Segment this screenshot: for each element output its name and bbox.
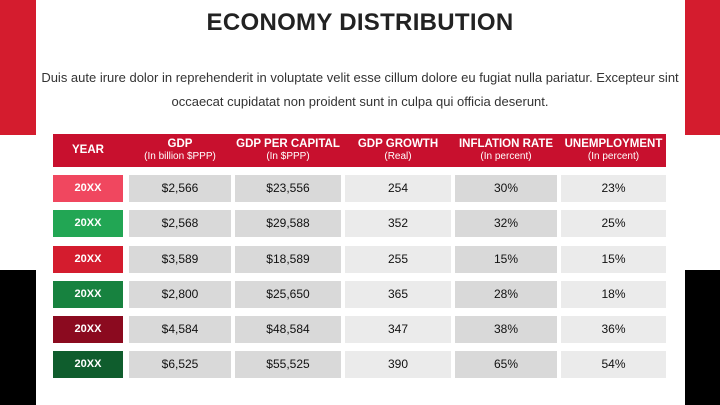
year-badge: 20XX [53, 351, 123, 378]
header-year: YEAR [53, 134, 123, 167]
unemployment-cell: 15% [561, 246, 666, 273]
gdp-growth-cell: 347 [345, 316, 451, 343]
gdp-cell: $4,584 [129, 316, 231, 343]
header-gdp-per-capital: GDP PER CAPITAL (In $PPP) [235, 134, 341, 167]
decor-red-block-top-right [685, 0, 720, 135]
gdp-cell: $2,566 [129, 175, 231, 202]
year-badge: 20XX [53, 316, 123, 343]
inflation-rate-cell: 38% [455, 316, 557, 343]
unemployment-cell: 23% [561, 175, 666, 202]
table-row: 20XX $6,525 $55,525 390 65% 54% [0, 351, 720, 378]
gdp-per-capital-cell: $48,584 [235, 316, 341, 343]
year-badge: 20XX [53, 246, 123, 273]
header-sublabel: (Real) [384, 151, 412, 162]
intro-paragraph: Duis aute irure dolor in reprehenderit i… [41, 70, 679, 109]
gdp-cell: $3,589 [129, 246, 231, 273]
gdp-growth-cell: 255 [345, 246, 451, 273]
unemployment-cell: 54% [561, 351, 666, 378]
header-label: INFLATION RATE [458, 138, 554, 150]
gdp-growth-cell: 365 [345, 281, 451, 308]
header-label: GDP GROWTH [357, 138, 439, 150]
header-label: UNEMPLOYMENT [564, 138, 663, 150]
header-sublabel: (In percent) [587, 151, 640, 162]
inflation-rate-cell: 32% [455, 210, 557, 237]
header-label: GDP PER CAPITAL [236, 138, 340, 150]
header-label: GDP [167, 138, 193, 150]
table-row: 20XX $2,568 $29,588 352 32% 25% [0, 210, 720, 237]
gdp-cell: $6,525 [129, 351, 231, 378]
gdp-per-capital-cell: $25,650 [235, 281, 341, 308]
table-row: 20XX $2,566 $23,556 254 30% 23% [0, 175, 720, 202]
header-sublabel: (In billion $PPP) [144, 151, 216, 162]
header-unemployment: UNEMPLOYMENT (In percent) [561, 134, 666, 167]
table-row: 20XX $4,584 $48,584 347 38% 36% [0, 316, 720, 343]
inflation-rate-cell: 65% [455, 351, 557, 378]
gdp-per-capital-cell: $18,589 [235, 246, 341, 273]
gdp-per-capital-cell: $23,556 [235, 175, 341, 202]
table-row: 20XX $2,800 $25,650 365 28% 18% [0, 281, 720, 308]
gdp-cell: $2,800 [129, 281, 231, 308]
header-inflation-rate: INFLATION RATE (In percent) [455, 134, 557, 167]
header-gdp: GDP (In billion $PPP) [129, 134, 231, 167]
header-sublabel: (In $PPP) [266, 151, 310, 162]
gdp-growth-cell: 254 [345, 175, 451, 202]
gdp-growth-cell: 390 [345, 351, 451, 378]
gdp-growth-cell: 352 [345, 210, 451, 237]
unemployment-cell: 18% [561, 281, 666, 308]
gdp-per-capital-cell: $55,525 [235, 351, 341, 378]
header-gdp-growth: GDP GROWTH (Real) [345, 134, 451, 167]
year-badge: 20XX [53, 210, 123, 237]
year-badge: 20XX [53, 281, 123, 308]
decor-black-block-bottom-right [685, 270, 720, 405]
year-badge: 20XX [53, 175, 123, 202]
unemployment-cell: 25% [561, 210, 666, 237]
inflation-rate-cell: 30% [455, 175, 557, 202]
inflation-rate-cell: 28% [455, 281, 557, 308]
header-label: YEAR [72, 144, 104, 156]
gdp-per-capital-cell: $29,588 [235, 210, 341, 237]
decor-black-block-bottom-left [0, 270, 36, 405]
table-header: YEAR GDP (In billion $PPP) GDP PER CAPIT… [53, 134, 666, 167]
table-row: 20XX $3,589 $18,589 255 15% 15% [0, 246, 720, 273]
unemployment-cell: 36% [561, 316, 666, 343]
decor-red-block-top-left [0, 0, 36, 135]
page-title: ECONOMY DISTRIBUTION [206, 9, 514, 36]
header-sublabel: (In percent) [480, 151, 532, 162]
gdp-cell: $2,568 [129, 210, 231, 237]
inflation-rate-cell: 15% [455, 246, 557, 273]
